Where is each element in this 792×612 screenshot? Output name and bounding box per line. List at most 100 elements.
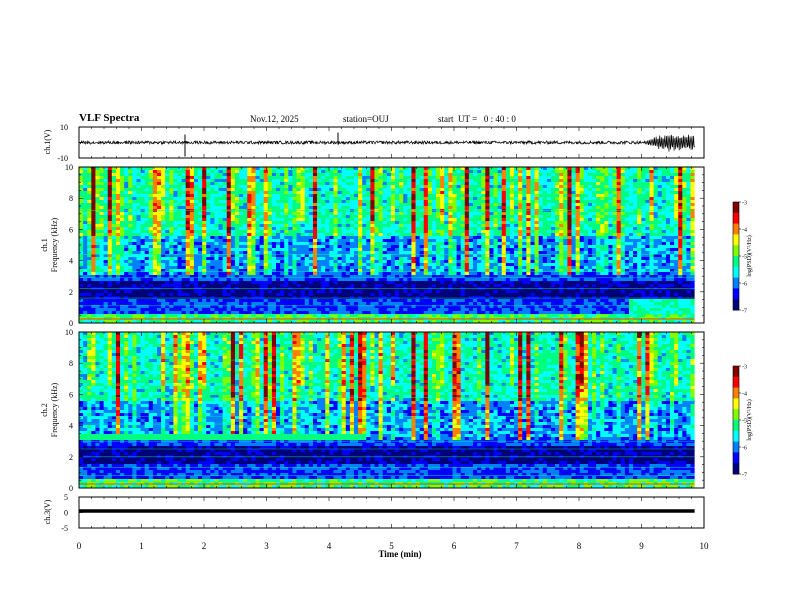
spectrogram-cell bbox=[608, 191, 613, 195]
spectrogram-cell bbox=[181, 266, 187, 270]
spectrogram-cell bbox=[337, 191, 343, 195]
spectrogram-cell bbox=[325, 185, 330, 189]
spectrogram-cell bbox=[255, 191, 260, 195]
spectrogram-cell bbox=[567, 176, 572, 180]
spectrogram-cell bbox=[156, 233, 162, 237]
spectrogram-cell bbox=[193, 215, 199, 219]
spectrogram-cell bbox=[526, 221, 531, 225]
spectrogram-cell bbox=[325, 167, 330, 171]
spectrogram-cell bbox=[173, 173, 178, 177]
spectrogram-cell bbox=[678, 254, 683, 258]
spectrogram-cell bbox=[206, 245, 211, 249]
spectrogram-cell bbox=[107, 227, 113, 231]
spectrogram-cell bbox=[665, 248, 671, 252]
spectrogram-cell bbox=[645, 251, 650, 255]
spectrogram-cell bbox=[587, 206, 593, 210]
spectrogram-cell bbox=[390, 239, 396, 243]
spectrogram-cell bbox=[349, 206, 355, 210]
spectrogram-cell bbox=[534, 212, 540, 216]
spectrogram-cell bbox=[407, 254, 412, 258]
spectrogram-cell bbox=[239, 191, 244, 195]
spectrogram-cell bbox=[120, 218, 125, 222]
spectrogram-cell bbox=[185, 254, 191, 258]
spectrogram-cell bbox=[682, 197, 687, 201]
spectrogram-cell bbox=[395, 254, 400, 258]
spectrogram-cell bbox=[456, 167, 462, 171]
spectrogram-cell bbox=[99, 224, 105, 228]
spectrogram-cell bbox=[559, 239, 564, 243]
spectrogram-cell bbox=[103, 191, 109, 195]
spectrogram-cell bbox=[501, 230, 507, 234]
spectrogram-cell bbox=[358, 182, 363, 186]
spectrogram-cell bbox=[559, 173, 564, 177]
spectrogram-cell bbox=[514, 188, 519, 192]
spectrogram-cell bbox=[526, 194, 531, 198]
spectrogram-cell bbox=[140, 173, 146, 177]
spectrogram-cell bbox=[542, 188, 548, 192]
spectrogram-cell bbox=[255, 200, 260, 204]
spectrogram-cell bbox=[288, 173, 293, 177]
spectrogram-cell bbox=[518, 221, 523, 225]
spectrogram-cell bbox=[678, 200, 683, 204]
spectrogram-cell bbox=[641, 236, 646, 240]
spectrogram-cell bbox=[374, 212, 379, 216]
spectrogram-cell bbox=[657, 176, 663, 180]
spectrogram-cell bbox=[140, 236, 146, 240]
spectrogram-cell bbox=[403, 227, 408, 231]
spectrogram-cell bbox=[345, 233, 351, 237]
spectrogram-cell bbox=[546, 224, 552, 228]
spectrogram-cell bbox=[111, 194, 117, 198]
spectrogram-cell bbox=[661, 236, 667, 240]
spectrogram-cell bbox=[115, 200, 121, 204]
spectrogram-cell bbox=[321, 206, 326, 210]
spectrogram-cell bbox=[682, 257, 687, 261]
spectrogram-cell bbox=[399, 194, 404, 198]
spectrogram-cell bbox=[140, 221, 146, 225]
spectrogram-cell bbox=[411, 248, 416, 252]
spectrogram-cell bbox=[440, 227, 445, 231]
spectrogram-cell bbox=[321, 236, 326, 240]
spectrogram-cell bbox=[415, 170, 421, 174]
spectrogram-cell bbox=[345, 170, 351, 174]
spectrogram-cell bbox=[431, 191, 437, 195]
spectrogram-cell bbox=[534, 185, 540, 189]
spectrogram-cell bbox=[177, 194, 182, 198]
spectrogram-cell bbox=[218, 263, 224, 267]
spectrogram-cell bbox=[550, 224, 556, 228]
spectrogram-cell bbox=[234, 188, 240, 192]
spectrogram-cell bbox=[120, 212, 125, 216]
spectrogram-cell bbox=[370, 218, 375, 222]
spectrogram-cell bbox=[555, 251, 560, 255]
spectrogram-cell bbox=[657, 179, 663, 183]
spectrogram-cell bbox=[563, 221, 568, 225]
spectrogram-cell bbox=[255, 179, 260, 183]
spectrogram-cell bbox=[604, 185, 609, 189]
spectrogram-cell bbox=[386, 230, 392, 234]
spectrogram-cell bbox=[538, 260, 544, 264]
spectrogram-cell bbox=[239, 221, 244, 225]
spectrogram-cell bbox=[464, 185, 470, 189]
spectrogram-cell bbox=[83, 236, 88, 240]
spectrogram-cell bbox=[686, 257, 691, 261]
spectrogram-cell bbox=[440, 176, 445, 180]
spectrogram-cell bbox=[136, 206, 141, 210]
spectrogram-cell bbox=[165, 266, 170, 270]
spectrogram-cell bbox=[296, 170, 302, 174]
spectrogram-cell bbox=[464, 179, 470, 183]
spectrogram-cell bbox=[624, 173, 630, 177]
spectrogram-cell bbox=[243, 233, 248, 237]
spectrogram-cell bbox=[579, 191, 585, 195]
spectrogram-cell bbox=[542, 230, 548, 234]
spectrogram-cell bbox=[587, 191, 593, 195]
spectrogram-cell bbox=[608, 263, 613, 267]
spectrogram-cell bbox=[665, 203, 671, 207]
spectrogram-cell bbox=[505, 227, 511, 231]
spectrogram-cell bbox=[386, 185, 392, 189]
spectrogram-cell bbox=[206, 173, 211, 177]
spectrogram-cell bbox=[358, 188, 363, 192]
spectrogram-cell bbox=[538, 224, 544, 228]
spectrogram-cell bbox=[390, 260, 396, 264]
spectrogram-cell bbox=[115, 230, 121, 234]
spectrogram-cell bbox=[690, 170, 696, 174]
spectrogram-cell bbox=[296, 191, 302, 195]
